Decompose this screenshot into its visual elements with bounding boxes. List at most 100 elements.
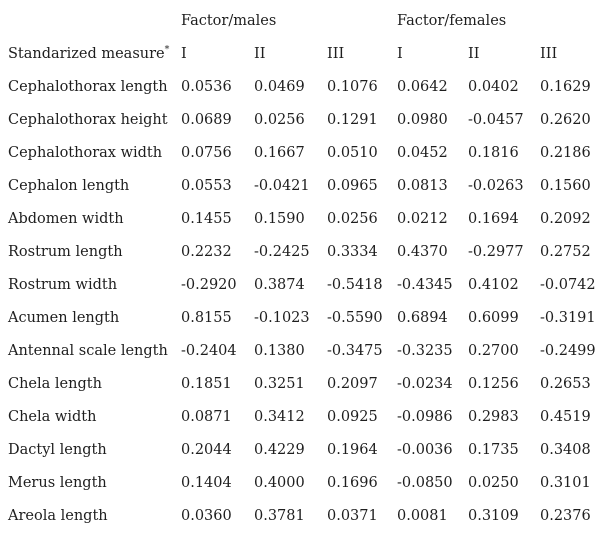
column-header-row: Standarized measure* I II III I II III <box>8 37 603 70</box>
value-cell: 0.0813 <box>397 177 448 194</box>
value-cell: 0.1667 <box>254 144 305 161</box>
value-cell: 0.2232 <box>181 243 232 260</box>
value-cell: 0.0756 <box>181 144 232 161</box>
value-cell: 0.2700 <box>468 342 519 359</box>
measure-label: Rostrum width <box>8 276 118 293</box>
value-cell: 0.4000 <box>254 474 305 491</box>
value-cell: 0.1590 <box>254 210 305 227</box>
value-cell: -0.0036 <box>397 441 453 458</box>
measure-label: Cephalothorax length <box>8 78 168 95</box>
value-cell: -0.0263 <box>468 177 524 194</box>
column-header-females-2: II <box>468 45 480 62</box>
value-cell: 0.1256 <box>468 375 519 392</box>
value-cell: 0.0510 <box>327 144 378 161</box>
value-cell: 0.3334 <box>327 243 378 260</box>
table-row: Areola length 0.0360 0.3781 0.0371 0.008… <box>8 499 603 532</box>
column-header-males-1: I <box>181 45 187 62</box>
group-header-males: Factor/males <box>181 12 277 29</box>
value-cell: 0.0256 <box>327 210 378 227</box>
value-cell: 0.3874 <box>254 276 305 293</box>
footnote-marker: * <box>164 43 170 55</box>
value-cell: 0.4102 <box>468 276 519 293</box>
value-cell: 0.2044 <box>181 441 232 458</box>
value-cell: 0.1735 <box>468 441 519 458</box>
value-cell: 0.1455 <box>181 210 232 227</box>
value-cell: 0.1404 <box>181 474 232 491</box>
value-cell: 0.0965 <box>327 177 378 194</box>
measure-label: Cephalon length <box>8 177 130 194</box>
value-cell: 0.0081 <box>397 507 448 524</box>
value-cell: -0.2920 <box>181 276 237 293</box>
table-row: Abdomen width 0.1455 0.1590 0.0256 0.021… <box>8 202 603 235</box>
value-cell: 0.0212 <box>397 210 448 227</box>
value-cell: -0.2977 <box>468 243 524 260</box>
group-header-females: Factor/females <box>397 12 507 29</box>
value-cell: 0.3412 <box>254 408 305 425</box>
value-cell: 0.2620 <box>540 111 591 128</box>
table-row: Acumen length 0.8155 -0.1023 -0.5590 0.6… <box>8 301 603 334</box>
value-cell: 0.3109 <box>468 507 519 524</box>
value-cell: 0.4519 <box>540 408 591 425</box>
table-row: Cephalothorax width 0.0756 0.1667 0.0510… <box>8 136 603 169</box>
value-cell: 0.1694 <box>468 210 519 227</box>
value-cell: 0.1851 <box>181 375 232 392</box>
value-cell: 0.2097 <box>327 375 378 392</box>
column-header-males-3: III <box>327 45 345 62</box>
value-cell: 0.3251 <box>254 375 305 392</box>
value-cell: 0.0371 <box>327 507 378 524</box>
value-cell: 0.1076 <box>327 78 378 95</box>
value-cell: 0.1380 <box>254 342 305 359</box>
row-header-label: Standarized measure* <box>8 37 181 70</box>
table-row: Dactyl length 0.2044 0.4229 0.1964 -0.00… <box>8 433 603 466</box>
group-header-row: Factor/males Factor/females <box>8 4 603 37</box>
value-cell: 0.0256 <box>254 111 305 128</box>
value-cell: 0.1291 <box>327 111 378 128</box>
value-cell: 0.0980 <box>397 111 448 128</box>
value-cell: -0.5590 <box>327 309 383 326</box>
measure-label: Chela width <box>8 408 97 425</box>
value-cell: 0.2186 <box>540 144 591 161</box>
value-cell: 0.0871 <box>181 408 232 425</box>
measure-label: Antennal scale length <box>8 342 168 359</box>
table-body: Cephalothorax length 0.0536 0.0469 0.107… <box>8 70 603 532</box>
value-cell: -0.0234 <box>397 375 453 392</box>
table-row: Cephalothorax height 0.0689 0.0256 0.129… <box>8 103 603 136</box>
table-header: Factor/males Factor/females Standarized … <box>8 4 603 70</box>
value-cell: -0.0850 <box>397 474 453 491</box>
row-header-text: Standarized measure <box>8 45 165 62</box>
value-cell: 0.0402 <box>468 78 519 95</box>
measure-label: Dactyl length <box>8 441 107 458</box>
measure-label: Cephalothorax height <box>8 111 168 128</box>
value-cell: 0.0536 <box>181 78 232 95</box>
value-cell: 0.1560 <box>540 177 591 194</box>
measure-label: Chela length <box>8 375 102 392</box>
column-header-females-1: I <box>397 45 403 62</box>
value-cell: -0.4345 <box>397 276 453 293</box>
value-cell: 0.1816 <box>468 144 519 161</box>
table-row: Rostrum width -0.2920 0.3874 -0.5418 -0.… <box>8 268 603 301</box>
column-header-males-2: II <box>254 45 266 62</box>
measure-label: Acumen length <box>8 309 120 326</box>
table-row: Cephalothorax length 0.0536 0.0469 0.107… <box>8 70 603 103</box>
value-cell: 0.8155 <box>181 309 232 326</box>
value-cell: 0.6894 <box>397 309 448 326</box>
value-cell: 0.0689 <box>181 111 232 128</box>
measure-label: Abdomen width <box>8 210 124 227</box>
value-cell: 0.4229 <box>254 441 305 458</box>
measure-label: Cephalothorax width <box>8 144 163 161</box>
value-cell: 0.3101 <box>540 474 591 491</box>
empty-corner-cell <box>8 4 181 37</box>
measure-label: Areola length <box>8 507 108 524</box>
value-cell: -0.3191 <box>540 309 596 326</box>
measure-label: Merus length <box>8 474 107 491</box>
value-cell: 0.2752 <box>540 243 591 260</box>
value-cell: -0.0457 <box>468 111 524 128</box>
value-cell: -0.2425 <box>254 243 310 260</box>
value-cell: 0.0452 <box>397 144 448 161</box>
value-cell: -0.2404 <box>181 342 237 359</box>
table-row: Merus length 0.1404 0.4000 0.1696 -0.085… <box>8 466 603 499</box>
measure-label: Rostrum length <box>8 243 123 260</box>
value-cell: 0.6099 <box>468 309 519 326</box>
value-cell: -0.2499 <box>540 342 596 359</box>
column-header-females-3: III <box>540 45 558 62</box>
